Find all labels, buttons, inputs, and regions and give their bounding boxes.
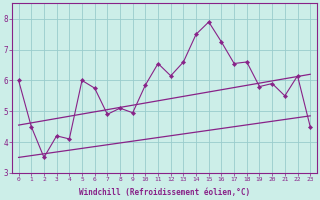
- X-axis label: Windchill (Refroidissement éolien,°C): Windchill (Refroidissement éolien,°C): [79, 188, 250, 197]
